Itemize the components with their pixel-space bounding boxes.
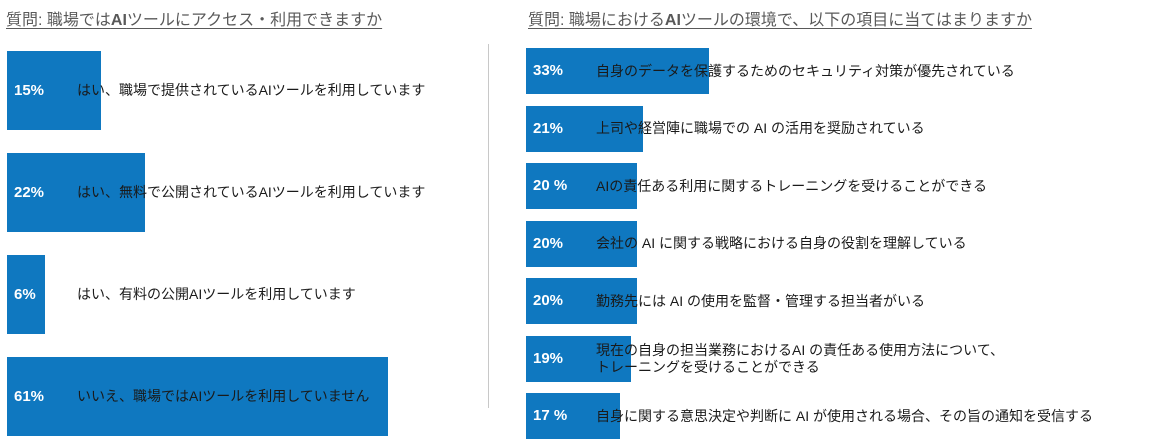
bar-category-label: 勤務先には AI の使用を監督・管理する担当者がいる [596, 292, 926, 309]
bar-value-label: 17 % [533, 407, 568, 424]
bar-value-label: 21% [533, 119, 564, 137]
right-chart-panel: 質問: 職場におけるAIツールの環境で、以下の項目に当てはまりますか 33% 自身… [520, 0, 1169, 443]
left-chart-title: 質問: 職場ではAIツールにアクセス・利用できますか [6, 12, 383, 29]
bar [7, 51, 101, 130]
bar-category-label: はい、有料の公開AIツールを利用しています [77, 286, 356, 302]
bar-value-label: 22% [14, 183, 45, 201]
bar-category-label: 自身のデータを保護するためのセキュリティ対策が優先されている [596, 62, 1015, 79]
bar [526, 163, 637, 209]
bar-category-label: はい、職場で提供されているAIツールを利用しています [77, 82, 426, 98]
bar [526, 278, 637, 324]
bar-row: 61% いいえ、職場ではAIツールを利用していません [7, 357, 647, 436]
left-chart-panel: 質問: 職場ではAIツールにアクセス・利用できますか 15% はい、職場で提供され… [0, 0, 480, 443]
bar [526, 105, 643, 152]
bar [7, 255, 45, 334]
bar-category-label: いいえ、職場ではAIツールを利用していません [77, 388, 370, 404]
bar-value-label: 20 % [533, 177, 568, 194]
bar-category-label: AIの責任ある利用に関するトレーニングを受けることができる [596, 177, 987, 194]
bar-row: 22% はい、無料で公開されているAIツールを利用しています [7, 153, 647, 232]
bar-category-label: はい、無料で公開されているAIツールを利用しています [77, 184, 426, 200]
right-chart-title: 質問: 職場におけるAIツールの環境で、以下の項目に当てはまりますか [528, 12, 1032, 29]
bar-row: 20% 会社の AI に関する戦略における自身の役割を理解している [526, 220, 1166, 267]
bar [526, 220, 637, 267]
bar-category-label: 自身に関する意思決定や判断に AI が使用される場合、その旨の通知を受信する [596, 407, 1094, 424]
bar-row: 19% 現在の自身の担当業務におけるAI の責任ある使用方法について、 トレーニン… [526, 335, 1166, 382]
bar-value-label: 20% [533, 292, 564, 309]
bar [7, 153, 145, 232]
title-bold-term: AI [110, 12, 127, 29]
bar-category-label: 現在の自身の担当業務におけるAI の責任ある使用方法について、 トレーニングを受… [596, 341, 1004, 375]
bar-row: 6% はい、有料の公開AIツールを利用しています [7, 255, 647, 334]
bar [7, 357, 388, 436]
bar [526, 48, 709, 94]
bar-value-label: 15% [14, 81, 45, 99]
bar-row: 17 % 自身に関する意思決定や判断に AI が使用される場合、その旨の通知を受信… [526, 393, 1166, 439]
title-bold-term: AI [664, 12, 681, 29]
bar [526, 335, 631, 382]
bar-value-label: 6% [14, 285, 36, 303]
panel-divider [488, 44, 489, 408]
bar-row: 15% はい、職場で提供されているAIツールを利用しています [7, 51, 647, 130]
bar-value-label: 19% [533, 349, 564, 367]
bar-category-label: 上司や経営陣に職場での AI の活用を奨励されている [596, 120, 925, 136]
bar-row: 21% 上司や経営陣に職場での AI の活用を奨励されている [526, 105, 1166, 152]
bar-category-label: 会社の AI に関する戦略における自身の役割を理解している [596, 235, 967, 251]
bar-row: 20% 勤務先には AI の使用を監督・管理する担当者がいる [526, 278, 1166, 324]
bar-row: 20 % AIの責任ある利用に関するトレーニングを受けることができる [526, 163, 1166, 209]
bar-row: 33% 自身のデータを保護するためのセキュリティ対策が優先されている [526, 48, 1166, 94]
bar-value-label: 20% [533, 234, 564, 252]
bar [526, 393, 620, 439]
bar-value-label: 61% [14, 387, 45, 405]
bar-value-label: 33% [533, 62, 564, 79]
